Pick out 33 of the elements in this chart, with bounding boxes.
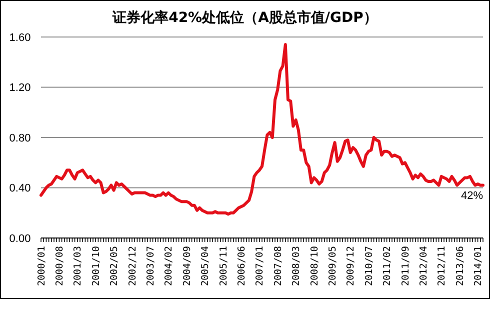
x-tick-label: 2000/08 (54, 246, 66, 286)
x-tick-label: 2003/07 (146, 246, 157, 286)
x-tick-label: 2011/09 (400, 246, 412, 286)
x-tick-label: 2008/03 (291, 246, 302, 286)
x-tick-label: 2008/10 (309, 246, 320, 286)
x-tick-label: 2004/09 (182, 246, 193, 286)
x-tick-label: 2012/04 (418, 246, 430, 286)
x-tick-label: 2002/12 (127, 246, 138, 286)
x-tick-label: 2000/01 (36, 246, 48, 286)
x-tick-label: 2002/05 (109, 246, 120, 286)
y-tick-label: 0.00 (9, 232, 31, 245)
y-tick-label: 0.40 (9, 182, 31, 195)
x-tick-label: 2006/06 (236, 246, 248, 286)
x-tick-label: 2011/02 (382, 246, 394, 286)
y-tick-label: 1.20 (9, 82, 31, 94)
x-tick-label: 2005/04 (200, 246, 212, 286)
annotation: 42% (460, 190, 484, 202)
x-tick-label: 2012/11 (436, 246, 448, 286)
x-tick-label: 2009/05 (328, 246, 339, 286)
x-tick-label: 2013/06 (454, 246, 466, 286)
x-tick-label: 2004/02 (164, 246, 175, 286)
chart-title: 证券化率42%处低位（A股总市值/GDP） (112, 9, 378, 26)
x-tick-label: 2014/01 (473, 246, 484, 286)
x-tick-label: 2009/12 (346, 246, 357, 286)
line-series (40, 43, 484, 216)
x-tick-label: 2010/07 (364, 246, 375, 286)
x-tick-label: 2007/08 (272, 246, 284, 286)
x-tick-label: 2007/01 (254, 246, 266, 286)
y-tick-label: 0.80 (9, 132, 31, 144)
x-tick-label: 2005/11 (218, 246, 230, 286)
x-tick-label: 2001/03 (72, 246, 84, 286)
x-tick-label: 2001/10 (90, 246, 102, 286)
y-tick-label: 1.60 (9, 32, 31, 44)
